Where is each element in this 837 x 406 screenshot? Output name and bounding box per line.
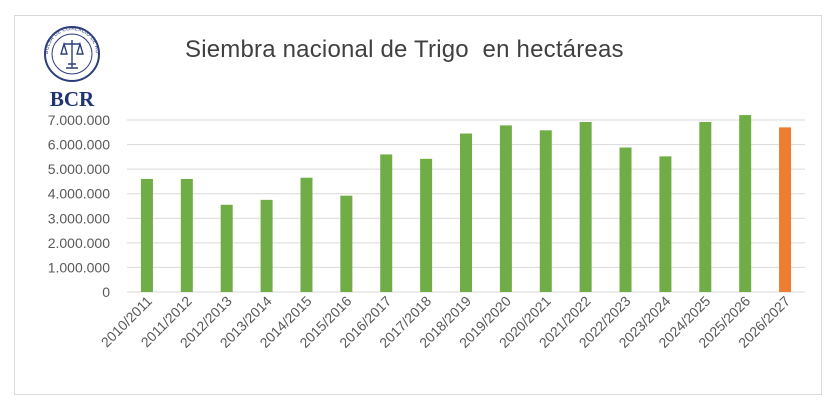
bar-2020-2021 (539, 130, 552, 292)
y-tick-label: 2.000.000 (48, 235, 110, 251)
bar-2011-2012 (180, 178, 193, 292)
bcr-seal-icon: BOLSA DE COMERCIO DE ROSARIO BCR (34, 20, 100, 111)
bcr-logo-text: BCR (50, 87, 95, 110)
bar-2012-2013 (220, 204, 233, 292)
bar-2013-2014 (260, 199, 273, 292)
bars (140, 115, 792, 292)
bar-2023-2024 (659, 156, 672, 292)
y-tick-label: 3.000.000 (48, 210, 110, 226)
bar-2022-2023 (619, 147, 632, 292)
bar-2016-2017 (380, 154, 393, 292)
chart-title: Siembra nacional de Trigo en hectáreas (185, 36, 624, 63)
y-tick-label: 0 (102, 284, 110, 300)
bar-2021-2022 (579, 121, 592, 292)
bar-2024-2025 (699, 121, 712, 292)
bar-2018-2019 (460, 133, 472, 292)
x-axis-ticks: 2010/20112011/20122012/20132013/20142014… (98, 293, 794, 351)
y-tick-label: 5.000.000 (48, 161, 110, 177)
y-tick-label: 4.000.000 (48, 186, 110, 202)
bar-2010-2011 (140, 178, 153, 292)
bar-2025-2026 (739, 115, 752, 292)
bar-2026-2027 (779, 127, 792, 292)
bar-2015-2016 (340, 195, 353, 292)
y-axis-ticks: 0 1.000.000 2.000.000 3.000.000 4.000.000 5.0… (48, 112, 111, 300)
bcr-logo: BOLSA DE COMERCIO DE ROSARIO BCR (34, 20, 108, 111)
y-tick-label: 7.000.000 (48, 112, 110, 128)
bar-2017-2018 (420, 158, 433, 292)
bar-2019-2020 (499, 125, 512, 292)
bar-2014-2015 (300, 177, 313, 292)
y-tick-label: 6.000.000 (48, 137, 110, 153)
y-tick-label: 1.000.000 (48, 259, 110, 275)
